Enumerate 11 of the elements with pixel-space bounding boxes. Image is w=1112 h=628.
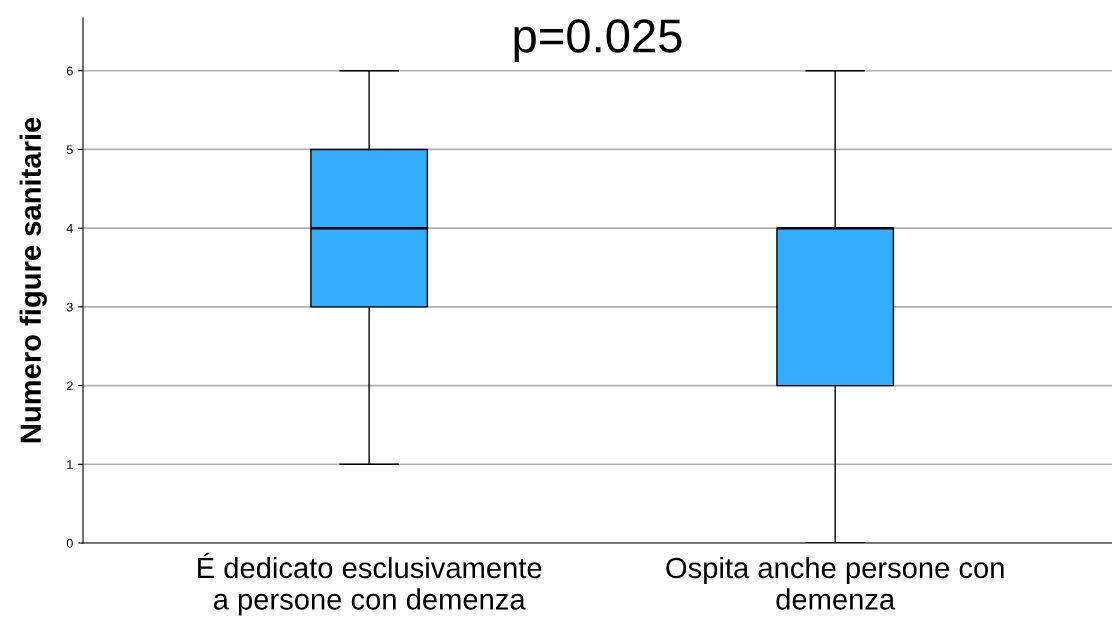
y-axis-title: Numero figure sanitarie bbox=[19, 117, 47, 443]
chart-title: p=0.025 bbox=[514, 19, 682, 63]
x-tick-label: É dedicato esclusivamente a persone con demenza bbox=[198, 552, 542, 616]
y-tick-label: 4 bbox=[66, 224, 73, 233]
y-tick-label: 0 bbox=[66, 538, 73, 548]
y-tick-label: 2 bbox=[66, 381, 73, 391]
x-tick-label: Ospita anche persone con demenza bbox=[666, 556, 1004, 610]
y-tick-label: 5 bbox=[66, 145, 73, 155]
y-tick-label: 3 bbox=[66, 302, 73, 312]
y-tick-label: 6 bbox=[66, 66, 73, 76]
y-tick-label: 1 bbox=[67, 460, 73, 469]
